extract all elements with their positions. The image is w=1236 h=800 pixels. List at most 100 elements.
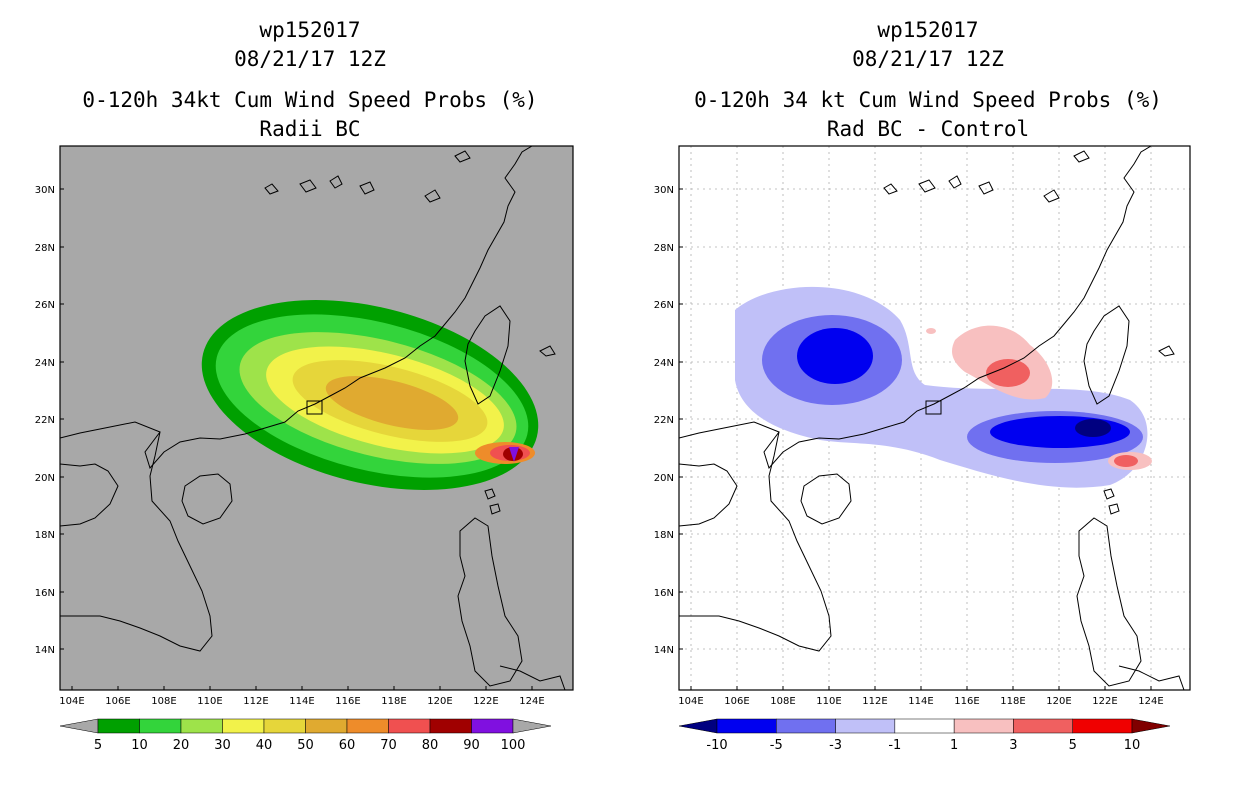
right-storm-id: wp152017 [877,18,979,42]
left-subtitle: Radii BC [259,117,361,141]
left-lat-label: 18N [35,530,55,541]
left-map-frame [59,145,574,691]
left-date: 08/21/17 12Z [234,47,386,71]
left-colorbar-label: 40 [256,738,273,753]
left-colorbar-swatch [180,718,223,734]
left-colorbar-swatch [471,718,514,734]
right-lon-label: 106E [724,696,749,707]
left-lat-labels: 14N 16N 18N 20N 22N 24N 26N 28N 30N [35,185,64,656]
left-colorbar-under-arrow [59,718,99,734]
right-colorbar-swatch [1072,718,1133,734]
left-lon-label: 122E [473,696,498,707]
right-colorbar-under-arrow [678,718,718,734]
left-lat-label: 24N [35,358,55,369]
left-colorbar-label: 70 [380,738,397,753]
left-lon-label: 112E [243,696,268,707]
left-colorbar-swatch [222,718,265,734]
diff-plus3-contour-north [986,359,1030,387]
right-lon-label: 110E [816,696,841,707]
right-lat-label: 26N [654,300,674,311]
left-colorbar-label: 100 [501,738,526,753]
right-colorbar-swatch [953,718,1014,734]
right-lon-label: 108E [770,696,795,707]
right-colorbar-label: 1 [950,738,958,753]
left-storm-id: wp152017 [259,18,361,42]
right-lat-labels: 14N 16N 18N 20N 22N 24N 26N 28N 30N [654,185,683,656]
right-colorbar-label: 10 [1124,738,1141,753]
right-colorbar-label: 3 [1009,738,1017,753]
left-colorbar-label: 10 [131,738,148,753]
right-colorbar-swatch [776,718,836,734]
left-colorbar-label: 60 [339,738,356,753]
right-subtitle: Rad BC - Control [826,117,1030,141]
left-colorbar-swatch [305,718,348,734]
diff-plus3-contour-south [1114,455,1138,467]
left-probability-field [201,300,539,490]
left-lat-label: 28N [35,243,55,254]
left-colorbar-label: 90 [463,738,480,753]
right-lon-label: 112E [862,696,887,707]
right-colorbar-label: -10 [706,738,727,753]
right-difference-field [735,286,1152,488]
diff-minus10-contour [1075,419,1111,437]
diff-minus5-contour-west [797,328,873,384]
left-colorbar-swatch [97,718,140,734]
right-lon-label: 114E [908,696,933,707]
left-lon-label: 116E [335,696,360,707]
prob-50-contour [325,376,459,430]
right-lat-label: 24N [654,358,674,369]
left-lat-label: 22N [35,415,55,426]
prob-90-contour [509,447,519,462]
right-colorbar-label: 5 [1069,738,1077,753]
right-map-panel: 14N 16N 18N 20N 22N 24N 26N 28N 30N 104E 106E 108E… [654,145,1191,753]
left-colorbar-swatch [263,718,306,734]
left-lon-label: 104E [59,696,84,707]
left-map-panel: 14N 16N 18N 20N 22N 24N 26N 28N 30N 104E 106E 108E… [35,145,574,753]
right-colorbar-swatch [835,718,896,734]
left-colorbar-swatch [388,718,431,734]
left-lat-label: 14N [35,645,55,656]
right-lon-label: 120E [1046,696,1071,707]
left-colorbar-swatch [139,718,182,734]
left-product-title: 0-120h 34kt Cum Wind Speed Probs (%) [82,88,538,112]
left-colorbar-swatch [429,718,472,734]
right-lon-label: 122E [1092,696,1117,707]
right-colorbar-swatch [894,718,955,734]
left-lon-label: 118E [381,696,406,707]
right-title-block: wp152017 08/21/17 12Z 0-120h 34 kt Cum W… [618,16,1236,144]
right-lon-label: 124E [1138,696,1163,707]
right-lat-label: 16N [654,588,674,599]
left-colorbar-label: 20 [173,738,190,753]
right-lat-label: 30N [654,185,674,196]
right-lat-label: 14N [654,645,674,656]
right-colorbar-swatch [1013,718,1073,734]
left-title-block: wp152017 08/21/17 12Z 0-120h 34kt Cum Wi… [0,16,620,144]
left-lon-label: 124E [519,696,544,707]
diff-plus1-speck [926,328,936,334]
right-colorbar-label: -1 [888,738,901,753]
right-lon-label: 116E [954,696,979,707]
left-lat-label: 26N [35,300,55,311]
right-map-frame [678,145,1191,691]
left-lon-label: 110E [197,696,222,707]
right-colorbar-swatch [716,718,777,734]
left-lat-label: 20N [35,473,55,484]
right-lat-label: 22N [654,415,674,426]
right-colorbar-label: -5 [770,738,783,753]
left-lon-labels: 104E 106E 108E 110E 112E 114E 116E 118E 120E 122E… [59,686,545,707]
right-lon-label: 104E [678,696,703,707]
left-colorbar-label: 80 [422,738,439,753]
right-colorbar-label: -3 [829,738,842,753]
right-colorbar: -10 -5 -3 -1 1 3 5 10 [678,718,1171,753]
left-lon-label: 120E [427,696,452,707]
left-colorbar: 5 10 20 30 40 50 60 70 80 90 100 [59,718,552,753]
left-colorbar-label: 50 [297,738,314,753]
left-lon-label: 108E [151,696,176,707]
right-lat-label: 18N [654,530,674,541]
left-lat-label: 16N [35,588,55,599]
right-lon-labels: 104E 106E 108E 110E 112E 114E 116E 118E 120E 122E… [678,686,1164,707]
left-colorbar-over-arrow [512,718,552,734]
right-colorbar-over-arrow [1131,718,1171,734]
left-colorbar-label: 5 [94,738,102,753]
